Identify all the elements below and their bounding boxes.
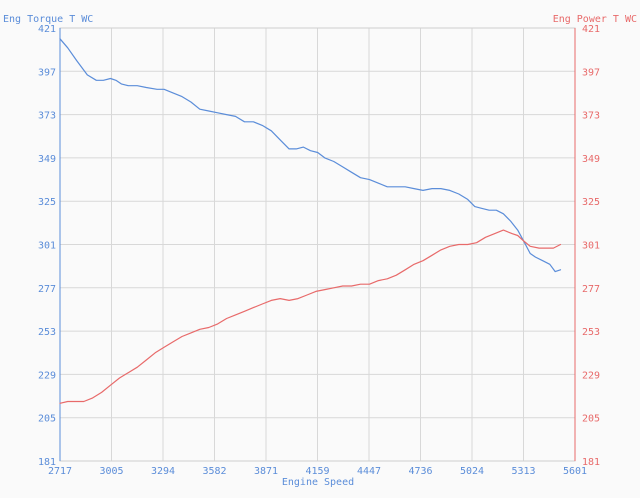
y-tick-label-left: 421: [38, 24, 56, 35]
series-line-torque: [59, 38, 562, 273]
y-tick-label-right: 205: [582, 414, 600, 425]
y-tick-label-right: 421: [582, 24, 600, 35]
y-tick-label-right: 349: [582, 154, 600, 165]
y-tick-label-left: 205: [38, 414, 56, 425]
y-tick-label-left: 325: [38, 197, 56, 208]
y-tick-label-right: 301: [582, 241, 600, 252]
x-tick-label: 2717: [48, 466, 72, 477]
tick-labels: 2717 3005 3294 3582 3871 4159 4447 4736 5024 5313…: [38, 24, 600, 477]
series-line-power: [59, 229, 562, 404]
x-axis-label: Engine Speed: [282, 477, 354, 488]
grid-layer: [60, 28, 575, 461]
y-axis-label-left: Eng Torque T WC: [3, 14, 93, 25]
y-tick-label-left: 229: [38, 370, 56, 381]
x-tick-label: 3005: [99, 466, 123, 477]
y-tick-label-left: 373: [38, 111, 56, 122]
y-tick-label-left: 397: [38, 67, 56, 78]
y-tick-label-left: 253: [38, 327, 56, 338]
x-tick-label: 3294: [151, 466, 175, 477]
x-tick-label: 5024: [460, 466, 484, 477]
x-tick-label: 5601: [563, 466, 587, 477]
x-tick-label: 4159: [305, 466, 329, 477]
y-tick-label-left: 349: [38, 154, 56, 165]
x-tick-label: 4447: [357, 466, 381, 477]
x-tick-label: 3582: [202, 466, 226, 477]
y-tick-label-right: 277: [582, 284, 600, 295]
y-tick-label-right: 229: [582, 370, 600, 381]
series-layer: [59, 38, 562, 404]
y-tick-label-right: 397: [582, 67, 600, 78]
y-tick-label-left: 277: [38, 284, 56, 295]
x-tick-label: 5313: [511, 466, 535, 477]
y-tick-label-right: 325: [582, 197, 600, 208]
y-tick-label-right: 253: [582, 327, 600, 338]
plot-frame: [59, 27, 576, 462]
y-axis-label-right: Eng Power T WC: [553, 14, 637, 25]
y-tick-label-right: 373: [582, 111, 600, 122]
y-tick-label-left: 301: [38, 241, 56, 252]
y-tick-label-right: 181: [582, 457, 600, 468]
y-tick-label-left: 181: [38, 457, 56, 468]
x-tick-label: 3871: [254, 466, 278, 477]
x-tick-label: 4736: [408, 466, 432, 477]
